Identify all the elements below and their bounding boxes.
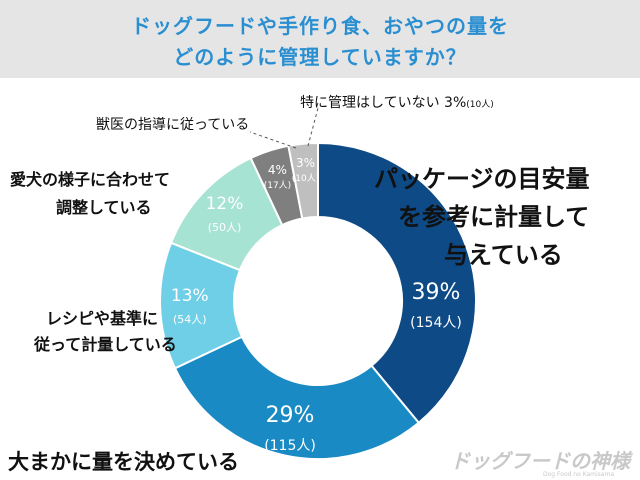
callout-none-count: (10人) [466, 100, 494, 110]
slice-count-label-4: (50人) [208, 221, 242, 234]
callout-recipe-line-1: レシピや基準に [46, 309, 159, 328]
callout-adjust-line-1: 愛犬の様子に合わせて [10, 170, 171, 189]
donut-slice-2 [173, 335, 421, 460]
callout-vet: 獣医の指導に従っている [96, 117, 250, 133]
title-bar: ドッグフードや手作り食、おやつの量を どのように管理していますか？ [0, 0, 640, 78]
callout-recipe-line-2: 従って計量している [34, 335, 177, 354]
slice-count-label-6: (10人) [292, 173, 319, 184]
slice-percent-label-2: 29% [266, 403, 315, 428]
callout-package-line-2: を参考に計量して [398, 203, 590, 231]
callout-no-management: 特に管理はしていない 3%(10人) [300, 92, 494, 112]
callout-recipe: レシピや基準に 従って計量している [34, 306, 177, 358]
slice-count-label-5: (17人) [264, 180, 291, 191]
slice-percent-label-4: 12% [206, 194, 244, 214]
watermark-subtext: Dog Food no Kamisama [542, 471, 614, 478]
leader-line-vet [249, 131, 297, 149]
slice-count-label-2: (115人) [264, 438, 316, 454]
slice-percent-label-5: 4% [268, 163, 287, 177]
donut-slice-1 [317, 141, 477, 425]
slice-percent-label-1: 39% [412, 280, 461, 305]
callout-adjust-line-2: 調整している [56, 198, 152, 217]
callout-adjust: 愛犬の様子に合わせて 調整している [10, 166, 170, 222]
chart-title-line-1: ドッグフードや手作り食、おやつの量を [131, 14, 509, 38]
callout-package-guideline: パッケージの目安量 を参考に計量して 与えている [374, 160, 590, 274]
slice-percent-label-6: 3% [296, 156, 315, 170]
callout-none-label: 特に管理はしていない [300, 95, 440, 111]
callout-package-line-1: パッケージの目安量 [374, 165, 590, 193]
callout-none-pct: 3% [444, 95, 467, 111]
callout-package-line-3: 与えている [444, 241, 563, 269]
slice-percent-label-3: 13% [171, 286, 209, 306]
slice-count-label-1: (154人) [410, 315, 462, 331]
leader-line-none [307, 107, 319, 147]
watermark-logo: ドッグフードの神様 [450, 449, 630, 473]
slice-count-label-3: (54人) [173, 313, 207, 326]
donut-slice-6 [287, 141, 319, 220]
callout-rough-amount: 大まかに量を決めている [8, 450, 239, 474]
chart-title-line-2: どのように管理していますか？ [173, 45, 467, 69]
